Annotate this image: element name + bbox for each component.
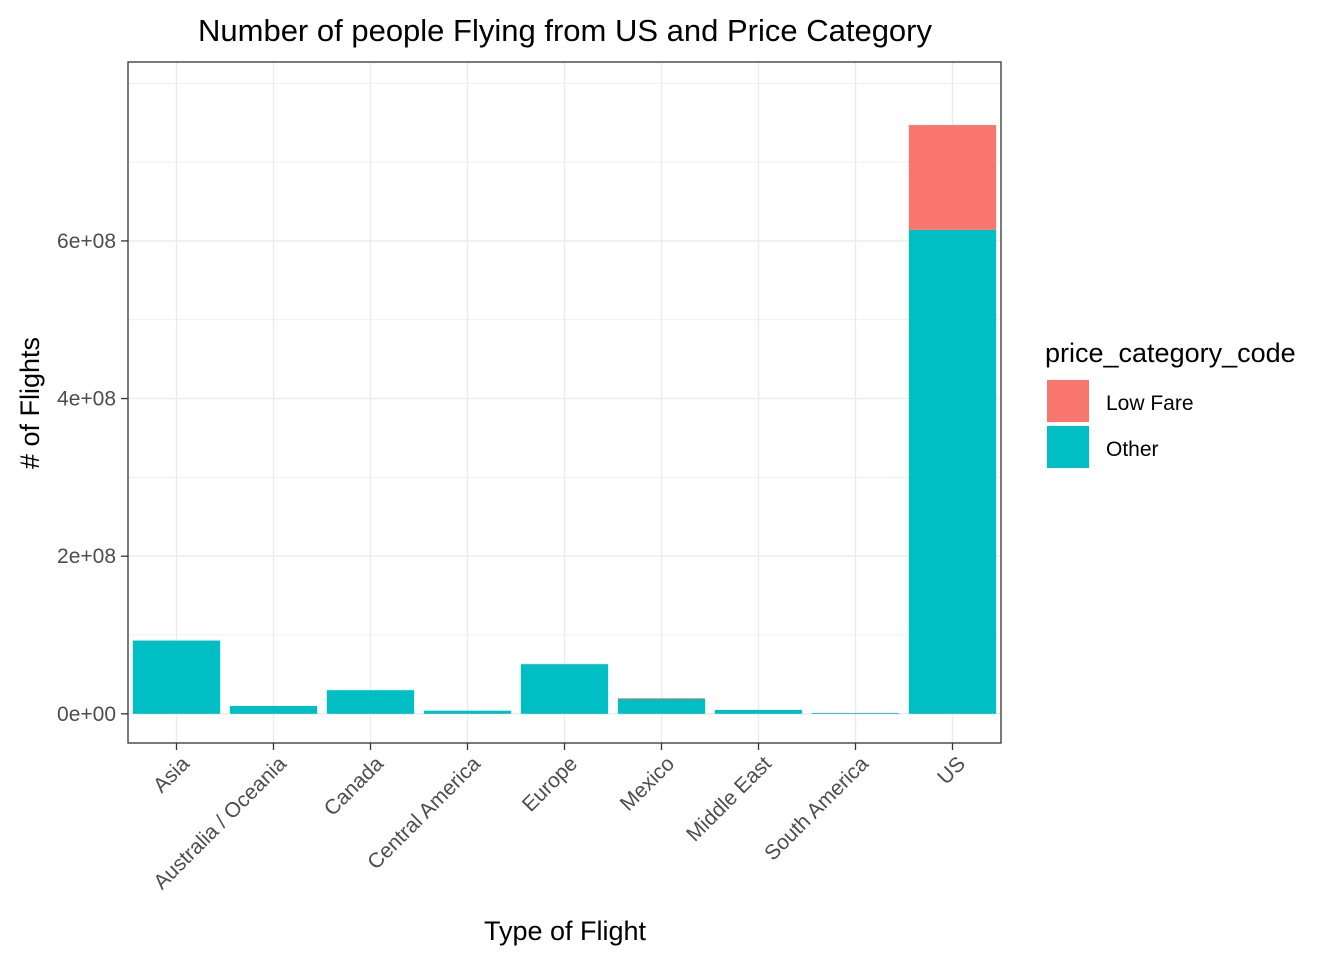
bar-segment — [132, 640, 221, 714]
legend-items: Low Fare Other — [1047, 380, 1194, 468]
x-tick-label: Middle East — [682, 752, 776, 846]
bars — [132, 125, 997, 715]
bar-segment — [908, 229, 997, 714]
x-tick-label: Europe — [518, 752, 582, 816]
bar-segment — [714, 709, 803, 714]
x-tick-label: Mexico — [616, 752, 679, 815]
bar-segment — [229, 705, 318, 714]
legend-key — [1047, 380, 1089, 422]
bar-segment — [520, 664, 609, 714]
x-tick-label: Asia — [149, 752, 194, 797]
bar-segment — [423, 710, 512, 714]
bar-segment — [617, 698, 706, 714]
y-tick-label: 6e+08 — [57, 230, 116, 253]
legend-label: Low Fare — [1106, 392, 1194, 415]
y-tick-label: 0e+00 — [57, 703, 116, 726]
chart-title: Number of people Flying from US and Pric… — [198, 13, 932, 48]
x-tick-label: US — [933, 752, 970, 789]
gridlines — [128, 62, 1001, 743]
x-axis-title: Type of Flight — [484, 916, 647, 946]
bar-segment — [617, 698, 706, 700]
x-tick-label: Canada — [320, 752, 389, 821]
legend-key — [1047, 426, 1089, 468]
y-tick-label: 4e+08 — [57, 388, 116, 411]
y-axis-title: # of Flights — [15, 337, 45, 469]
legend: price_category_code Low Fare Other — [1045, 338, 1296, 468]
bar-segment — [326, 690, 415, 714]
y-tick-label: 2e+08 — [57, 545, 116, 568]
y-axis-ticks: 0e+00 2e+08 4e+08 6e+08 — [57, 230, 128, 726]
bar-segment — [908, 125, 997, 230]
x-tick-label: South America — [760, 752, 873, 865]
bar-segment — [811, 713, 900, 715]
legend-title: price_category_code — [1045, 338, 1296, 368]
legend-label: Other — [1106, 438, 1159, 461]
